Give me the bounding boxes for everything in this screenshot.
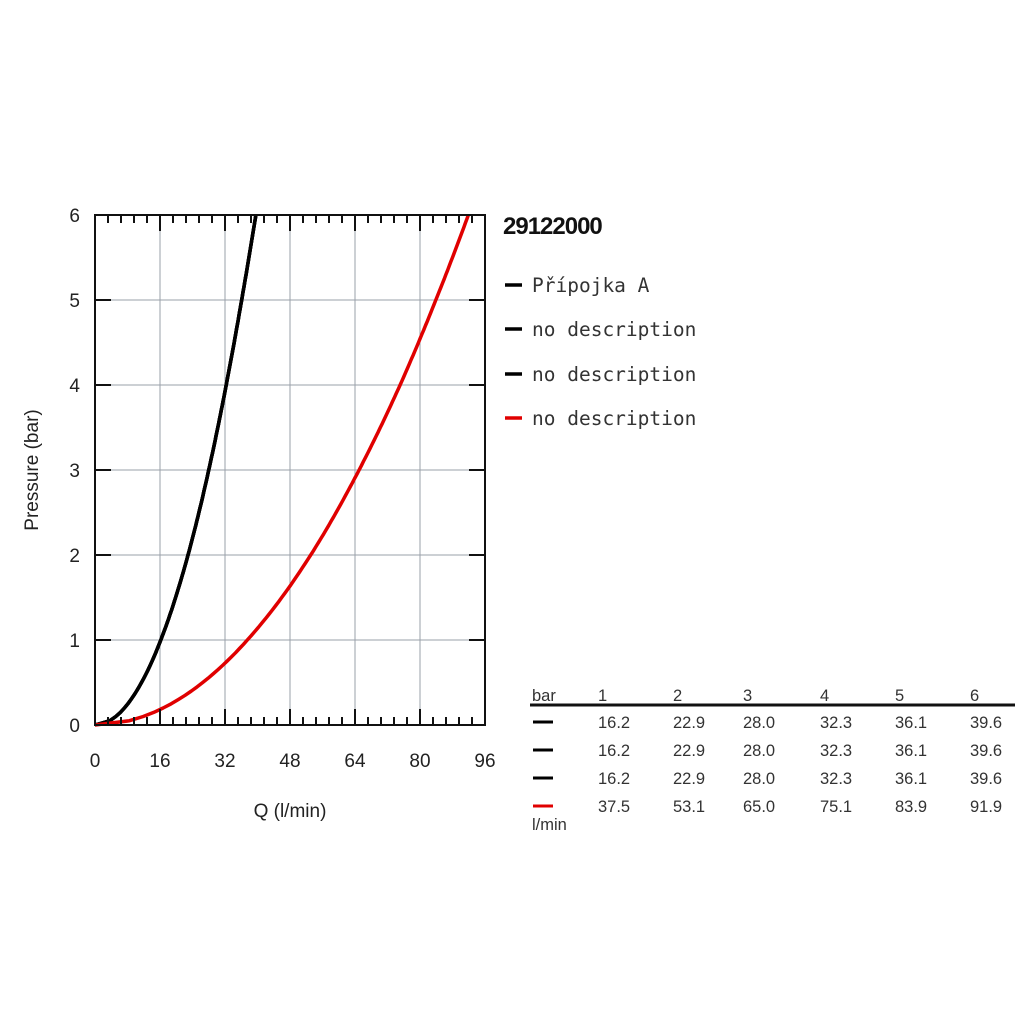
y-tick-label: 3 — [69, 461, 80, 482]
table-cell: 53.1 — [673, 798, 705, 816]
table-column-header: 5 — [895, 687, 904, 705]
chart-title: 29122000 — [503, 213, 602, 240]
table-cell: 28.0 — [743, 770, 775, 788]
y-tick-label: 1 — [69, 631, 80, 652]
table-cell: 65.0 — [743, 798, 775, 816]
table-cell: 75.1 — [820, 798, 852, 816]
table-cell: 39.6 — [970, 742, 1002, 760]
y-tick-label: 2 — [69, 546, 80, 567]
table-cell: 16.2 — [598, 770, 630, 788]
table-column-header: 2 — [673, 687, 682, 705]
x-tick-label: 16 — [149, 751, 170, 772]
grid — [95, 215, 485, 725]
x-axis-title: Q (l/min) — [254, 801, 327, 822]
x-tick-label: 96 — [474, 751, 495, 772]
table-cell: 39.6 — [970, 770, 1002, 788]
legend-label: no description — [532, 318, 696, 341]
x-tick-label: 64 — [344, 751, 366, 772]
table-cell: 36.1 — [895, 742, 927, 760]
table-cell: 28.0 — [743, 742, 775, 760]
ticks — [95, 215, 485, 725]
y-tick-label: 4 — [69, 376, 80, 397]
table-cell: 39.6 — [970, 714, 1002, 732]
table-column-header: 1 — [598, 687, 607, 705]
legend-label: no description — [532, 407, 696, 430]
table-cell: 32.3 — [820, 714, 852, 732]
x-tick-label: 80 — [409, 751, 430, 772]
table-cell: 32.3 — [820, 742, 852, 760]
y-tick-label: 0 — [69, 716, 80, 737]
table-cell: 37.5 — [598, 798, 630, 816]
y-tick-labels: 0 1 2 3 4 5 6 — [69, 206, 80, 737]
flow-table: bar 1 2 3 4 5 6 16.2 22.9 28.0 32.3 36.1 39.6 16.2 22.… — [530, 687, 1015, 834]
y-axis-title: Pressure (bar) — [22, 409, 43, 530]
x-tick-label: 32 — [214, 751, 235, 772]
series-curve-4 — [94, 214, 470, 727]
table-cell: 22.9 — [673, 714, 705, 732]
table-column-header: 6 — [970, 687, 979, 705]
table-cell: 22.9 — [673, 742, 705, 760]
table-unit-label: l/min — [532, 816, 567, 834]
table-cell: 36.1 — [895, 714, 927, 732]
x-tick-label: 0 — [90, 751, 101, 772]
legend: Přípojka A no description no description no… — [505, 274, 696, 430]
curves — [94, 214, 470, 727]
table-cell: 36.1 — [895, 770, 927, 788]
x-tick-labels: 0 16 32 48 64 80 96 — [90, 751, 496, 772]
legend-label: no description — [532, 363, 696, 386]
legend-label: Přípojka A — [532, 274, 650, 297]
table-cell: 22.9 — [673, 770, 705, 788]
y-tick-label: 6 — [69, 206, 80, 227]
table-cell: 83.9 — [895, 798, 927, 816]
y-tick-label: 5 — [69, 291, 80, 312]
table-header-label: bar — [532, 687, 556, 705]
table-cell: 16.2 — [598, 714, 630, 732]
x-tick-label: 48 — [279, 751, 300, 772]
table-column-header: 3 — [743, 687, 752, 705]
table-cell: 28.0 — [743, 714, 775, 732]
table-cell: 32.3 — [820, 770, 852, 788]
series-curve-3 — [94, 214, 258, 727]
table-column-header: 4 — [820, 687, 829, 705]
table-cell: 16.2 — [598, 742, 630, 760]
table-cell: 91.9 — [970, 798, 1002, 816]
